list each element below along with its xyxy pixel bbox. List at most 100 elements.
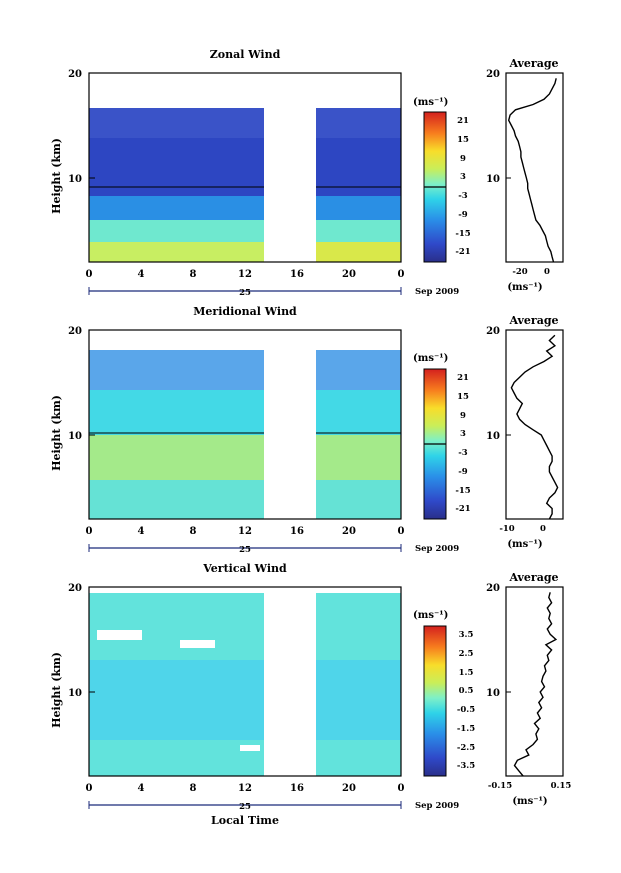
meridional-xtick-8: 8 [190, 526, 197, 537]
meridional-cbar-tick-m15: -15 [455, 486, 470, 496]
vertical-ytick-20: 20 [68, 583, 82, 594]
vertical-colorbar: (ms⁻¹) 3.5 2.5 1.5 0.5 -0.5 -1.5 -2.5 -3… [413, 610, 475, 777]
zonal-date-month: Sep 2009 [415, 287, 459, 297]
vertical-cbar-tick-2.5: 2.5 [459, 649, 474, 659]
zonal-panel: Zonal Wind Height (km) 20 10 0 [50, 48, 564, 298]
zonal-cbar-tick-m21: -21 [455, 247, 470, 257]
zonal-cbar-tick-m3: -3 [458, 191, 468, 201]
meridional-ytick-10: 10 [68, 431, 82, 442]
zonal-xtick-20: 20 [342, 269, 356, 280]
vertical-xaxis: 0 4 8 12 16 20 0 [86, 783, 405, 794]
vertical-profile-line [513, 592, 558, 777]
vertical-profile-ytick-20: 20 [486, 583, 500, 594]
meridional-xtick-24: 0 [398, 526, 405, 537]
zonal-profile: Average 20 10 -20 0 (ms⁻¹) [486, 57, 564, 293]
zonal-profile-xlabel: (ms⁻¹) [507, 282, 542, 293]
meridional-profile-ytick-10: 10 [486, 431, 500, 442]
meridional-cbar-tick-9: 9 [460, 411, 466, 421]
vertical-profile-xtick-m0.15: -0.15 [488, 781, 512, 791]
zonal-date-axis: 25 Sep 2009 [88, 287, 459, 298]
meridional-heatmap [88, 329, 402, 520]
zonal-profile-line [507, 78, 557, 263]
vertical-profile-title: Average [508, 571, 558, 584]
zonal-xtick-16: 16 [290, 269, 304, 280]
vertical-colorbar-unit: (ms⁻¹) [413, 610, 448, 621]
vertical-title: Vertical Wind [202, 562, 287, 575]
meridional-date-day: 25 [239, 545, 251, 555]
meridional-profile-line [510, 334, 559, 520]
meridional-profile-xtick-0: 0 [540, 524, 546, 534]
zonal-colorbar-unit: (ms⁻¹) [413, 97, 448, 108]
zonal-colorbar: (ms⁻¹) 21 15 9 3 -3 -9 -15 -21 [413, 97, 471, 263]
zonal-profile-xtick-0: 0 [544, 267, 550, 277]
zonal-xtick-8: 8 [190, 269, 197, 280]
vertical-heatmap [88, 586, 402, 777]
zonal-ylabel: Height (km) [50, 138, 63, 214]
meridional-cbar-tick-21: 21 [457, 373, 469, 383]
zonal-xaxis: 0 4 8 12 16 20 0 [86, 269, 405, 280]
vertical-yaxis: 20 10 [68, 583, 95, 699]
zonal-xtick-4: 4 [138, 269, 145, 280]
vertical-cbar-tick-m0.5: -0.5 [457, 705, 475, 715]
vertical-cbar-tick-m1.5: -1.5 [457, 724, 475, 734]
meridional-profile-xtick-m10: -10 [499, 524, 514, 534]
zonal-cbar-tick-15: 15 [457, 135, 469, 145]
zonal-xtick-24: 0 [398, 269, 405, 280]
meridional-panel: Meridional Wind Height (km) 20 10 0 4 8 [50, 305, 564, 555]
zonal-title: Zonal Wind [210, 48, 281, 61]
zonal-heatmap [88, 72, 402, 263]
vertical-ylabel: Height (km) [50, 652, 63, 728]
zonal-cbar-tick-m9: -9 [458, 210, 468, 220]
vertical-cbar-tick-3.5: 3.5 [459, 630, 474, 640]
meridional-title: Meridional Wind [193, 305, 297, 318]
zonal-date-day: 25 [239, 288, 251, 298]
vertical-xtick-12: 12 [238, 783, 252, 794]
meridional-profile-title: Average [508, 314, 558, 327]
zonal-profile-ytick-20: 20 [486, 69, 500, 80]
vertical-xtick-16: 16 [290, 783, 304, 794]
vertical-xlabel: Local Time [211, 814, 279, 827]
zonal-ytick-10: 10 [68, 174, 82, 185]
zonal-profile-ytick-10: 10 [486, 174, 500, 185]
vertical-profile: Average 20 10 -0.15 0.15 (ms⁻¹) [486, 571, 571, 807]
meridional-date-axis: 25 Sep 2009 [88, 544, 459, 555]
meridional-colorbar: (ms⁻¹) 21 15 9 3 -3 -9 -15 -21 [413, 353, 471, 520]
vertical-date-axis: 25 Sep 2009 [88, 801, 459, 812]
zonal-cbar-tick-m15: -15 [455, 229, 470, 239]
meridional-profile: Average 20 10 -10 0 (ms⁻¹) [486, 314, 564, 550]
meridional-xtick-20: 20 [342, 526, 356, 537]
zonal-cbar-tick-9: 9 [460, 154, 466, 164]
zonal-cbar-tick-21: 21 [457, 116, 469, 126]
zonal-ytick-20: 20 [68, 69, 82, 80]
meridional-yaxis: 20 10 [68, 326, 95, 442]
vertical-xtick-4: 4 [138, 783, 145, 794]
vertical-date-month: Sep 2009 [415, 801, 459, 811]
meridional-ylabel: Height (km) [50, 395, 63, 471]
vertical-profile-ytick-10: 10 [486, 688, 500, 699]
meridional-profile-xlabel: (ms⁻¹) [507, 539, 542, 550]
meridional-xtick-16: 16 [290, 526, 304, 537]
meridional-cbar-tick-15: 15 [457, 392, 469, 402]
zonal-profile-title: Average [508, 57, 558, 70]
vertical-xtick-24: 0 [398, 783, 405, 794]
vertical-panel: Vertical Wind Height (km) 20 10 0 4 8 12… [50, 562, 571, 827]
meridional-xaxis: 0 4 8 12 16 20 0 [86, 526, 405, 537]
meridional-ytick-20: 20 [68, 326, 82, 337]
zonal-cbar-tick-3: 3 [460, 172, 466, 182]
zonal-profile-xtick-m20: -20 [512, 267, 527, 277]
meridional-colorbar-unit: (ms⁻¹) [413, 353, 448, 364]
vertical-xtick-0: 0 [86, 783, 93, 794]
vertical-date-day: 25 [239, 802, 251, 812]
meridional-xtick-0: 0 [86, 526, 93, 537]
meridional-profile-ytick-20: 20 [486, 326, 500, 337]
vertical-cbar-tick-m2.5: -2.5 [457, 743, 475, 753]
vertical-profile-xlabel: (ms⁻¹) [512, 796, 547, 807]
vertical-xtick-20: 20 [342, 783, 356, 794]
meridional-cbar-tick-m3: -3 [458, 448, 468, 458]
zonal-xtick-0: 0 [86, 269, 93, 280]
vertical-cbar-tick-0.5: 0.5 [459, 686, 474, 696]
meridional-xtick-4: 4 [138, 526, 145, 537]
meridional-cbar-tick-m21: -21 [455, 504, 470, 514]
vertical-cbar-tick-1.5: 1.5 [459, 668, 474, 678]
